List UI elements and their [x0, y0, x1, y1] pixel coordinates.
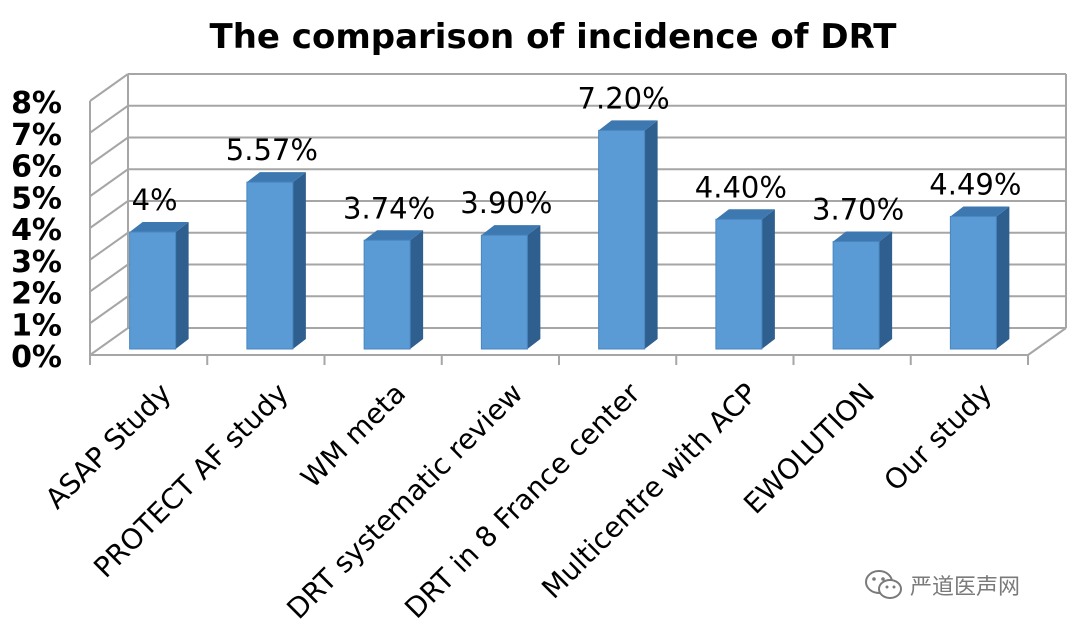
data-label-layer: 4% 5.57% 3.74% 3.90% 7.20% 4.40% 3.70% 4.49%: [132, 81, 1022, 226]
y-tick-label: 3%: [11, 245, 62, 280]
bar-front: [363, 239, 411, 350]
bar: [715, 209, 775, 350]
bar-front: [832, 241, 880, 350]
bar-side: [996, 206, 1010, 349]
gridline-side: [89, 295, 129, 325]
gridline-side: [89, 327, 129, 356]
bar-side: [761, 209, 775, 349]
bar-top: [833, 231, 893, 242]
data-label: 3.90%: [460, 186, 552, 220]
gridline-side: [89, 136, 129, 166]
bar-top: [481, 225, 541, 236]
bar-front: [480, 234, 528, 350]
bar-front: [129, 231, 177, 350]
bar-front: [715, 218, 763, 350]
bar-side: [410, 230, 424, 349]
data-label: 3.74%: [343, 191, 435, 225]
bar: [598, 120, 658, 350]
bar: [129, 222, 189, 350]
floor-right-edge: [1027, 327, 1067, 356]
bar-front: [246, 181, 294, 350]
data-label: 5.57%: [226, 133, 318, 167]
bar-layer: [129, 120, 1010, 350]
category-label: DRT systematic review: [280, 377, 529, 626]
chart-title: The comparison of incidence of DRT: [210, 17, 898, 57]
grid-layer: [89, 73, 1067, 365]
bar-top: [950, 206, 1010, 217]
y-tick-layer: 0%1%2%3%4%5%6%7%8%: [11, 86, 62, 375]
data-label: 3.70%: [812, 193, 904, 227]
y-tick-label: 5%: [11, 181, 62, 216]
bar-side: [527, 225, 541, 349]
bar-top: [129, 222, 189, 232]
gridline-side: [89, 231, 129, 261]
bar-top: [246, 172, 306, 183]
data-label: 4.49%: [929, 167, 1021, 201]
bar: [246, 172, 306, 350]
category-label: DRT in 8 France center: [398, 376, 647, 625]
category-label: Our study: [878, 377, 999, 498]
watermark-text: 严道医声网: [910, 575, 1021, 600]
bar-top: [364, 230, 424, 241]
bar: [832, 231, 893, 350]
category-label: PROTECT AF study: [87, 377, 295, 585]
category-label: WM meta: [294, 377, 412, 495]
data-label: 4.40%: [695, 170, 787, 204]
bar: [949, 206, 1010, 350]
bar-side: [644, 120, 658, 350]
data-label: 7.20%: [578, 81, 670, 115]
gridline-side: [89, 73, 129, 102]
bar-side: [292, 172, 306, 349]
y-tick-label: 6%: [11, 150, 62, 185]
gridline-side: [89, 200, 129, 229]
bar-front: [598, 129, 646, 350]
wechat-icon: [865, 570, 902, 599]
bar-top: [715, 209, 775, 220]
bar-front: [949, 215, 997, 350]
gridline-side: [89, 104, 129, 134]
y-tick-label: 4%: [11, 213, 62, 248]
gridline-side: [89, 263, 129, 293]
y-tick-label: 1%: [11, 308, 62, 343]
bar: [363, 230, 424, 350]
bar: [480, 225, 541, 350]
y-tick-label: 0%: [11, 340, 62, 375]
y-tick-label: 8%: [11, 86, 62, 121]
y-tick-label: 2%: [11, 277, 62, 312]
gridline-side: [89, 168, 129, 198]
watermark: 严道医声网: [864, 568, 1020, 602]
bar-side: [879, 231, 893, 349]
y-tick-label: 7%: [11, 118, 62, 153]
bar-side: [175, 222, 189, 349]
category-label: Multicentre with ACP: [535, 377, 764, 606]
bar-top: [598, 120, 658, 131]
data-label: 4%: [132, 183, 178, 217]
